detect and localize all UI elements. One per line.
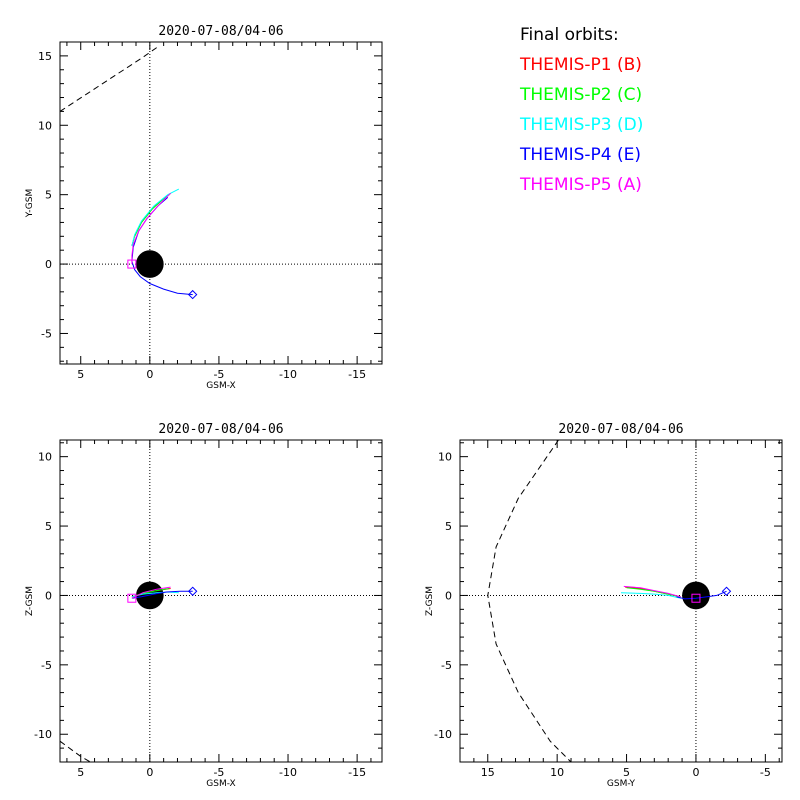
x-tick-label: 0 <box>146 368 153 381</box>
legend-entry: THEMIS-P2 (C) <box>519 85 642 105</box>
panel-title: 2020-07-08/04-06 <box>158 24 283 39</box>
x-axis-title: GSM-X <box>206 779 235 789</box>
plot-area <box>487 440 732 762</box>
x-tick-label: -10 <box>279 766 297 779</box>
square-marker <box>127 593 137 603</box>
plot-area <box>60 47 198 300</box>
orbit-series-1 <box>131 192 171 247</box>
x-tick-label: 0 <box>146 766 153 779</box>
y-axis-title: Z-GSM <box>425 586 435 616</box>
x-tick-label: -15 <box>348 368 366 381</box>
plot-area <box>60 581 198 762</box>
earth-disk <box>682 581 710 610</box>
y-tick-label: -10 <box>34 728 52 741</box>
y-tick-label: -5 <box>41 659 52 672</box>
boundary-dashed-line <box>60 47 157 112</box>
orbit-series-4 <box>131 197 193 296</box>
diamond-marker <box>187 289 198 300</box>
x-tick-label: -5 <box>760 766 771 779</box>
boundary-dashed-line <box>60 740 91 762</box>
panel-yz: 2020-07-08/04-06 15 10 5 0 -5 -10 -5 0 5 10 GSM-Y Z-… <box>425 422 783 789</box>
orbit-series-3 <box>131 188 180 247</box>
legend-entry: THEMIS-P1 (B) <box>519 55 642 75</box>
diamond-marker <box>187 586 198 596</box>
x-tick-label: 5 <box>623 766 630 779</box>
square-marker <box>691 593 701 603</box>
x-tick-label: -15 <box>348 766 366 779</box>
y-tick-label: -5 <box>441 659 452 672</box>
plot-frame <box>59 439 383 763</box>
legend-entry: THEMIS-P3 (D) <box>519 115 643 135</box>
x-tick-label: 0 <box>692 766 699 779</box>
x-tick-label: 10 <box>550 766 564 779</box>
orbit-series-4 <box>131 590 193 599</box>
y-tick-label: 5 <box>45 520 52 533</box>
y-tick-label: 10 <box>38 451 52 464</box>
boundary-dashed-line <box>487 440 572 762</box>
y-tick-label: 0 <box>45 589 52 602</box>
y-tick-label: -5 <box>41 327 52 340</box>
panel-xz: 2020-07-08/04-06 5 0 -5 -10 -15 -10 -5 0 5 10 GSM-X… <box>25 422 383 789</box>
x-tick-label: 5 <box>77 766 84 779</box>
legend-entry: THEMIS-P4 (E) <box>519 145 641 165</box>
legend-entry: THEMIS-P5 (A) <box>519 175 642 195</box>
y-tick-label: 10 <box>438 451 452 464</box>
y-tick-label: 0 <box>45 258 52 271</box>
legend-title: Final orbits: <box>520 25 619 45</box>
y-tick-label: 5 <box>445 520 452 533</box>
x-tick-label: -10 <box>279 368 297 381</box>
orbit-series-2 <box>131 194 170 247</box>
orbit-series-5 <box>131 586 171 599</box>
panel-xy: 2020-07-08/04-06 5 0 -5 -10 -15 -5 0 5 10 15 GSM-X Y… <box>25 24 383 391</box>
y-tick-label: 0 <box>445 589 452 602</box>
plot-frame <box>459 439 783 763</box>
legend: Final orbits: THEMIS-P1 (B) THEMIS-P2 (C)… <box>519 25 643 195</box>
x-tick-label: 5 <box>77 368 84 381</box>
orbit-series-3 <box>620 592 681 599</box>
y-tick-label: -10 <box>434 728 452 741</box>
plot-frame <box>59 41 383 365</box>
orbit-series-5 <box>623 585 681 598</box>
orbit-series-5 <box>131 192 171 265</box>
x-axis-title: GSM-X <box>206 381 235 391</box>
earth-disk <box>136 250 164 278</box>
x-axis-title: GSM-Y <box>607 779 636 789</box>
y-tick-label: 5 <box>45 189 52 202</box>
panel-title: 2020-07-08/04-06 <box>558 422 683 437</box>
x-tick-label: -5 <box>213 368 224 381</box>
y-axis-title: Y-GSM <box>25 189 35 218</box>
orbit-series-4 <box>676 590 727 600</box>
square-marker <box>127 259 137 269</box>
x-tick-label: 15 <box>481 766 495 779</box>
panel-title: 2020-07-08/04-06 <box>158 422 283 437</box>
x-tick-label: -5 <box>213 766 224 779</box>
y-tick-label: 10 <box>38 119 52 132</box>
y-axis-title: Z-GSM <box>25 586 35 616</box>
y-tick-label: 15 <box>38 50 52 63</box>
diamond-marker <box>721 586 732 596</box>
